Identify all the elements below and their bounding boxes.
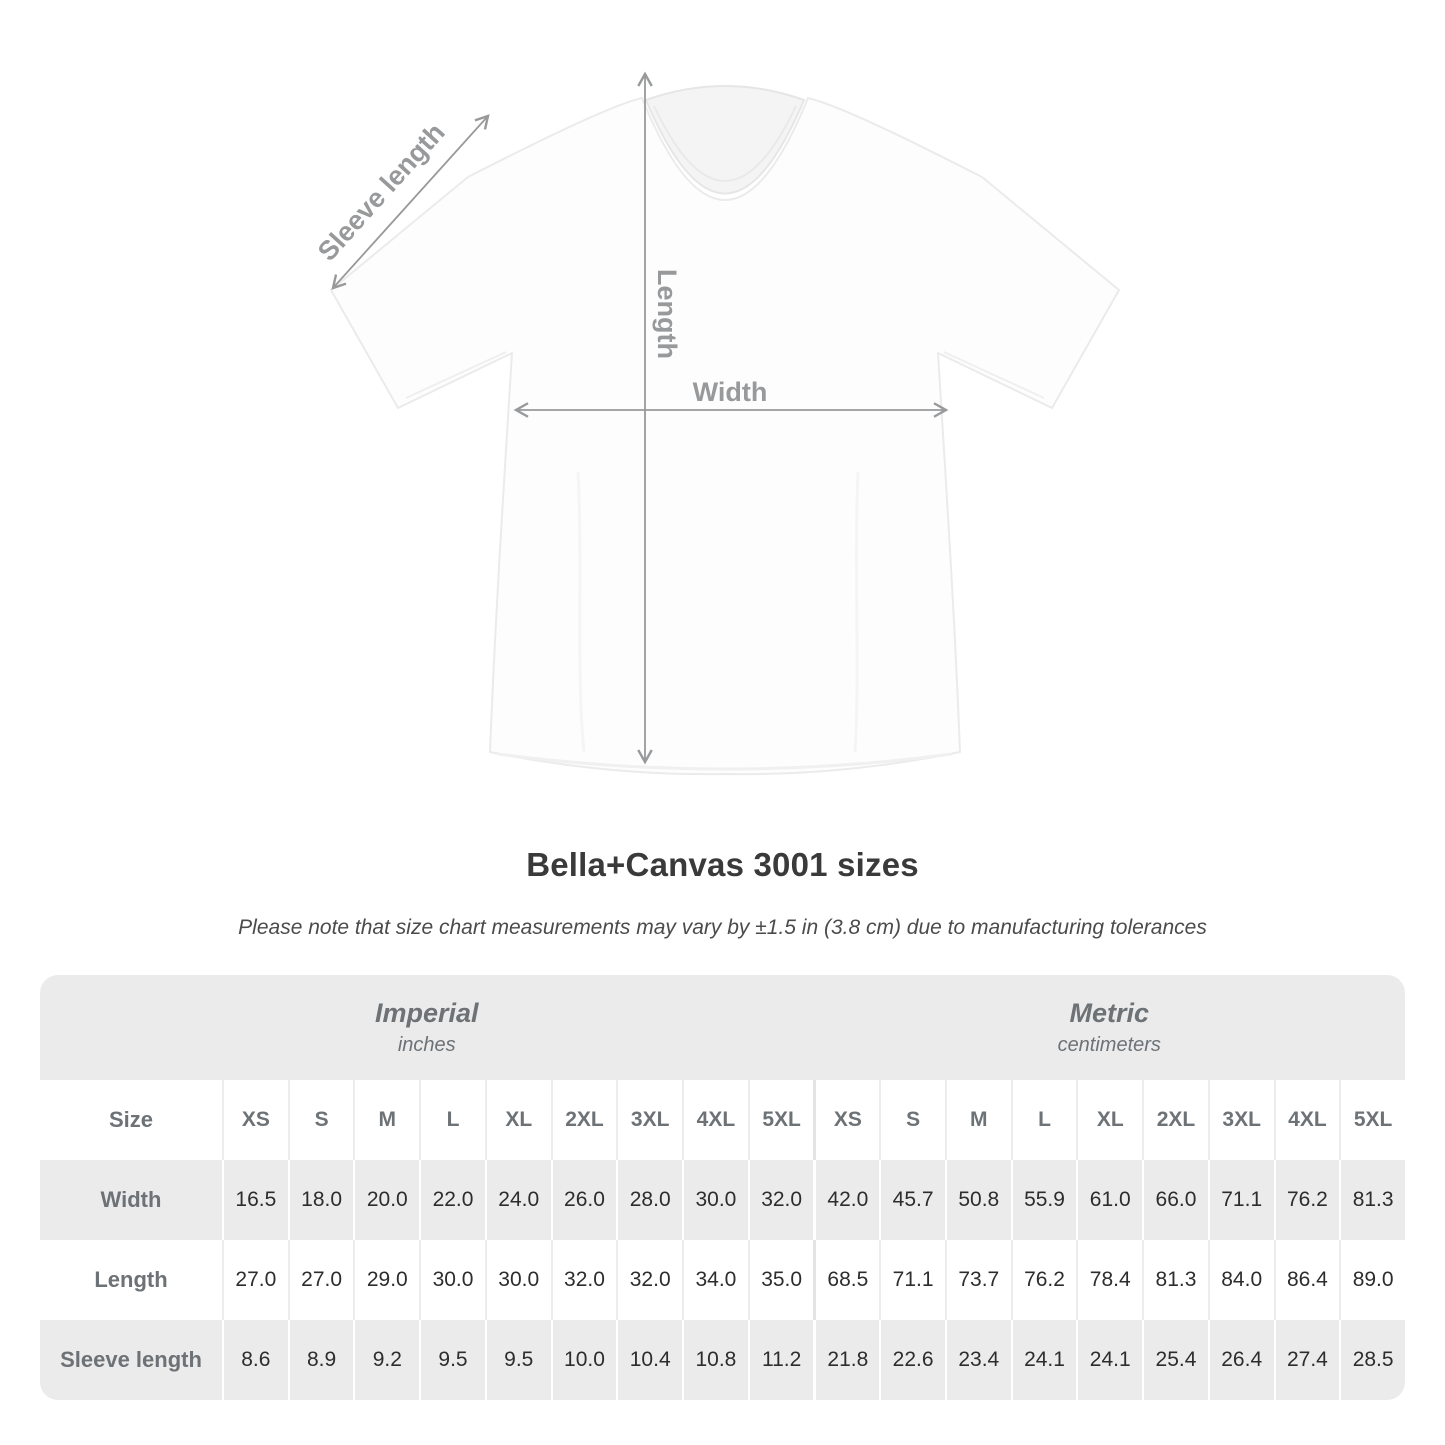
measurement-value: 30.0 [682, 1160, 748, 1240]
measurement-value: 28.0 [616, 1160, 683, 1240]
size-col-header: 2XL [550, 1080, 617, 1160]
measurement-value: 32.0 [550, 1240, 617, 1320]
size-col-header: XS [222, 1080, 288, 1160]
size-col-header: 3XL [616, 1080, 683, 1160]
length-label: Length [652, 269, 682, 359]
measurement-value: 20.0 [353, 1160, 420, 1240]
size-col-header: 3XL [1207, 1080, 1274, 1160]
measurement-value: 34.0 [682, 1240, 748, 1320]
measurement-value: 89.0 [1339, 1240, 1405, 1320]
metric-unit: centimeters [1057, 1033, 1161, 1056]
size-col-header: XL [1076, 1080, 1143, 1160]
measurement-value: 61.0 [1076, 1160, 1143, 1240]
size-col-header: S [287, 1080, 354, 1160]
measurement-value: 18.0 [287, 1160, 354, 1240]
measurement-value: 45.7 [879, 1160, 945, 1240]
size-grid: Size XS S M L XL 2XL 3XL 4XL 5XL XS S M L XL 2XL 3XL 4XL 5… [40, 1080, 1405, 1400]
page-title: Bella+Canvas 3001 sizes [526, 846, 919, 883]
size-col-header: S [879, 1080, 945, 1160]
size-corner-header: Size [40, 1080, 222, 1160]
size-col-header: XL [484, 1080, 551, 1160]
measurement-value: 55.9 [1010, 1160, 1077, 1240]
row-label: Length [40, 1240, 222, 1320]
measurement-value: 86.4 [1273, 1240, 1340, 1320]
tshirt-graphic [330, 85, 1120, 776]
row-label: Sleeve length [40, 1320, 222, 1400]
imperial-label: Imperial [374, 998, 479, 1029]
size-col-header: 4XL [682, 1080, 748, 1160]
measurement-value: 26.0 [550, 1160, 617, 1240]
measurement-value: 32.0 [747, 1160, 814, 1240]
size-col-header: 2XL [1142, 1080, 1208, 1160]
measurement-value: 32.0 [616, 1240, 683, 1320]
size-col-header: L [1010, 1080, 1077, 1160]
measurement-value: 66.0 [1142, 1160, 1208, 1240]
size-col-header: XS [813, 1080, 880, 1160]
measurement-value: 27.0 [287, 1240, 354, 1320]
tshirt-figure-svg: Sleeve length Length Width [318, 71, 1120, 776]
size-col-header: M [353, 1080, 420, 1160]
sleeve-length-arrow [331, 114, 490, 290]
measurement-value: 10.4 [616, 1320, 683, 1400]
measurement-value: 35.0 [747, 1240, 814, 1320]
measurement-value: 78.4 [1076, 1240, 1143, 1320]
measurement-value: 71.1 [879, 1240, 945, 1320]
unit-header-band: Imperial inches Metric centimeters [40, 975, 1405, 1080]
measurement-value: 21.8 [813, 1320, 880, 1400]
measurement-value: 10.0 [550, 1320, 617, 1400]
measurement-value: 9.2 [353, 1320, 420, 1400]
measurement-value: 27.4 [1273, 1320, 1340, 1400]
measurement-value: 28.5 [1339, 1320, 1405, 1400]
measurement-value: 10.8 [682, 1320, 748, 1400]
measurement-value: 42.0 [813, 1160, 880, 1240]
size-col-header: 5XL [1339, 1080, 1405, 1160]
size-col-header: 5XL [747, 1080, 814, 1160]
measurement-value: 84.0 [1207, 1240, 1274, 1320]
size-col-header: L [419, 1080, 485, 1160]
measurement-value: 11.2 [747, 1320, 814, 1400]
row-label: Width [40, 1160, 222, 1240]
measurement-value: 16.5 [222, 1160, 288, 1240]
measurement-value: 22.6 [879, 1320, 945, 1400]
measurement-value: 76.2 [1273, 1160, 1340, 1240]
measurement-value: 30.0 [419, 1240, 485, 1320]
measurement-value: 9.5 [419, 1320, 485, 1400]
size-col-header: M [944, 1080, 1011, 1160]
measurement-value: 73.7 [944, 1240, 1011, 1320]
measurement-value: 22.0 [419, 1160, 485, 1240]
measurement-value: 23.4 [944, 1320, 1011, 1400]
measurement-value: 81.3 [1142, 1240, 1208, 1320]
measurement-value: 8.6 [222, 1320, 288, 1400]
size-col-header: 4XL [1273, 1080, 1340, 1160]
size-table: Imperial inches Metric centimeters Size X… [40, 975, 1405, 1400]
measurement-value: 8.9 [287, 1320, 354, 1400]
measurement-value: 81.3 [1339, 1160, 1405, 1240]
measurement-value: 9.5 [484, 1320, 551, 1400]
imperial-unit: inches [397, 1033, 456, 1056]
collar-shape [644, 85, 806, 195]
measurement-value: 71.1 [1207, 1160, 1274, 1240]
measurement-value: 24.0 [484, 1160, 551, 1240]
metric-section-header: Metric centimeters [813, 975, 1405, 1080]
measurement-value: 27.0 [222, 1240, 288, 1320]
measurement-value: 24.1 [1076, 1320, 1143, 1400]
measurement-value: 29.0 [353, 1240, 420, 1320]
measurement-value: 30.0 [484, 1240, 551, 1320]
measurement-value: 50.8 [944, 1160, 1011, 1240]
measurement-value: 68.5 [813, 1240, 880, 1320]
measurement-value: 76.2 [1010, 1240, 1077, 1320]
metric-label: Metric [1069, 998, 1150, 1029]
measurement-value: 24.1 [1010, 1320, 1077, 1400]
measurement-value: 25.4 [1142, 1320, 1208, 1400]
width-label: Width [693, 377, 768, 407]
tolerance-note: Please note that size chart measurements… [238, 916, 1207, 939]
tshirt-measurement-diagram: Sleeve length Length Width [318, 52, 1128, 797]
measurement-value: 26.4 [1207, 1320, 1274, 1400]
imperial-section-header: Imperial inches [40, 975, 814, 1080]
